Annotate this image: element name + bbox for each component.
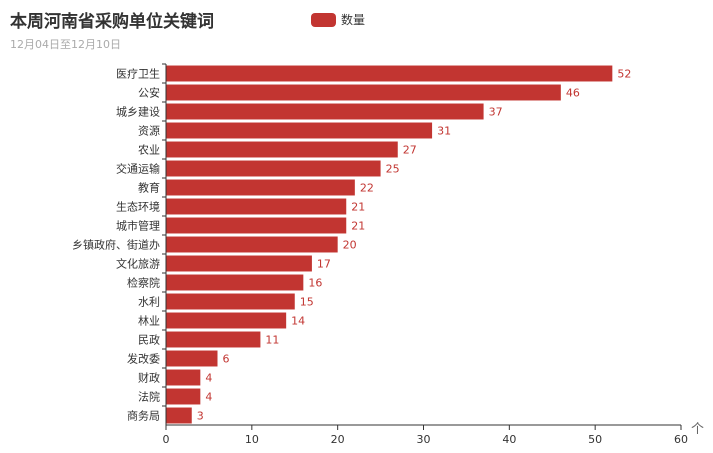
- legend-swatch: [311, 12, 336, 27]
- bar[interactable]: [166, 388, 201, 405]
- bar[interactable]: [166, 369, 201, 386]
- x-tick-label: 0: [163, 433, 170, 446]
- category-label: 城乡建设: [116, 105, 160, 119]
- x-tick-label: 50: [588, 433, 602, 446]
- category-label: 生态环境: [116, 200, 160, 214]
- category-label: 文化旅游: [116, 257, 160, 271]
- x-tick-label: 10: [245, 433, 259, 446]
- category-label: 民政: [138, 333, 160, 347]
- category-label: 水利: [138, 296, 160, 309]
- category-label: 公安: [138, 86, 160, 100]
- data-label: 3: [197, 410, 204, 423]
- data-label: 16: [308, 277, 322, 290]
- data-label: 6: [223, 353, 230, 366]
- data-label: 25: [386, 163, 400, 176]
- data-label: 4: [205, 391, 212, 404]
- category-label: 乡镇政府、街道办: [72, 238, 160, 252]
- chart-subtitle: 12月04日至12月10日: [10, 38, 121, 51]
- chart-title: 本周河南省采购单位关键词: [10, 12, 214, 32]
- category-label: 发改委: [127, 352, 160, 366]
- data-label: 27: [403, 144, 417, 157]
- bar[interactable]: [166, 160, 381, 177]
- bars-group: [166, 65, 613, 424]
- bar[interactable]: [166, 312, 287, 329]
- data-label: 20: [343, 239, 357, 252]
- x-tick-label: 30: [417, 433, 431, 446]
- bar[interactable]: [166, 236, 338, 253]
- data-label: 22: [360, 182, 374, 195]
- category-label: 商务局: [127, 409, 160, 423]
- bar[interactable]: [166, 331, 261, 348]
- x-tick-label: 40: [502, 433, 516, 446]
- data-label: 52: [617, 68, 631, 81]
- bar[interactable]: [166, 217, 347, 234]
- axes-group: 0 10 20 30 40 50 60: [162, 63, 688, 446]
- data-label: 46: [566, 87, 580, 100]
- bar[interactable]: [166, 179, 355, 196]
- category-label: 资源: [138, 124, 160, 138]
- bar[interactable]: [166, 198, 347, 215]
- category-label: 交通运输: [116, 162, 160, 176]
- bar[interactable]: [166, 255, 312, 272]
- data-label: 31: [437, 125, 451, 138]
- bar[interactable]: [166, 122, 433, 139]
- bar[interactable]: [166, 65, 613, 82]
- category-labels-group: 医疗卫生公安城乡建设资源农业交通运输教育生态环境城市管理乡镇政府、街道办文化旅游…: [72, 67, 160, 423]
- data-label: 21: [351, 201, 365, 214]
- data-label: 15: [300, 296, 314, 309]
- category-label: 检察院: [127, 276, 160, 290]
- legend-item[interactable]: 数量: [311, 11, 365, 28]
- bar[interactable]: [166, 350, 218, 367]
- category-label: 农业: [138, 143, 160, 157]
- data-label: 17: [317, 258, 331, 271]
- category-label: 医疗卫生: [116, 67, 160, 81]
- data-label: 21: [351, 220, 365, 233]
- legend-label: 数量: [341, 13, 366, 27]
- category-label: 城市管理: [116, 219, 160, 233]
- bar[interactable]: [166, 407, 192, 424]
- bar[interactable]: [166, 293, 295, 310]
- x-tick-label: 20: [331, 433, 345, 446]
- category-label: 法院: [138, 390, 160, 404]
- data-label: 11: [265, 334, 279, 347]
- category-label: 林业: [138, 314, 160, 328]
- bar[interactable]: [166, 84, 561, 101]
- x-tick-label: 60: [674, 433, 688, 446]
- category-label: 财政: [138, 371, 160, 385]
- arrow-up-icon[interactable]: 个: [691, 422, 705, 437]
- data-label: 14: [291, 315, 305, 328]
- bar[interactable]: [166, 141, 398, 158]
- category-label: 教育: [138, 181, 160, 195]
- bar[interactable]: [166, 274, 304, 291]
- data-label: 37: [489, 106, 503, 119]
- bar[interactable]: [166, 103, 484, 120]
- data-label: 4: [205, 372, 212, 385]
